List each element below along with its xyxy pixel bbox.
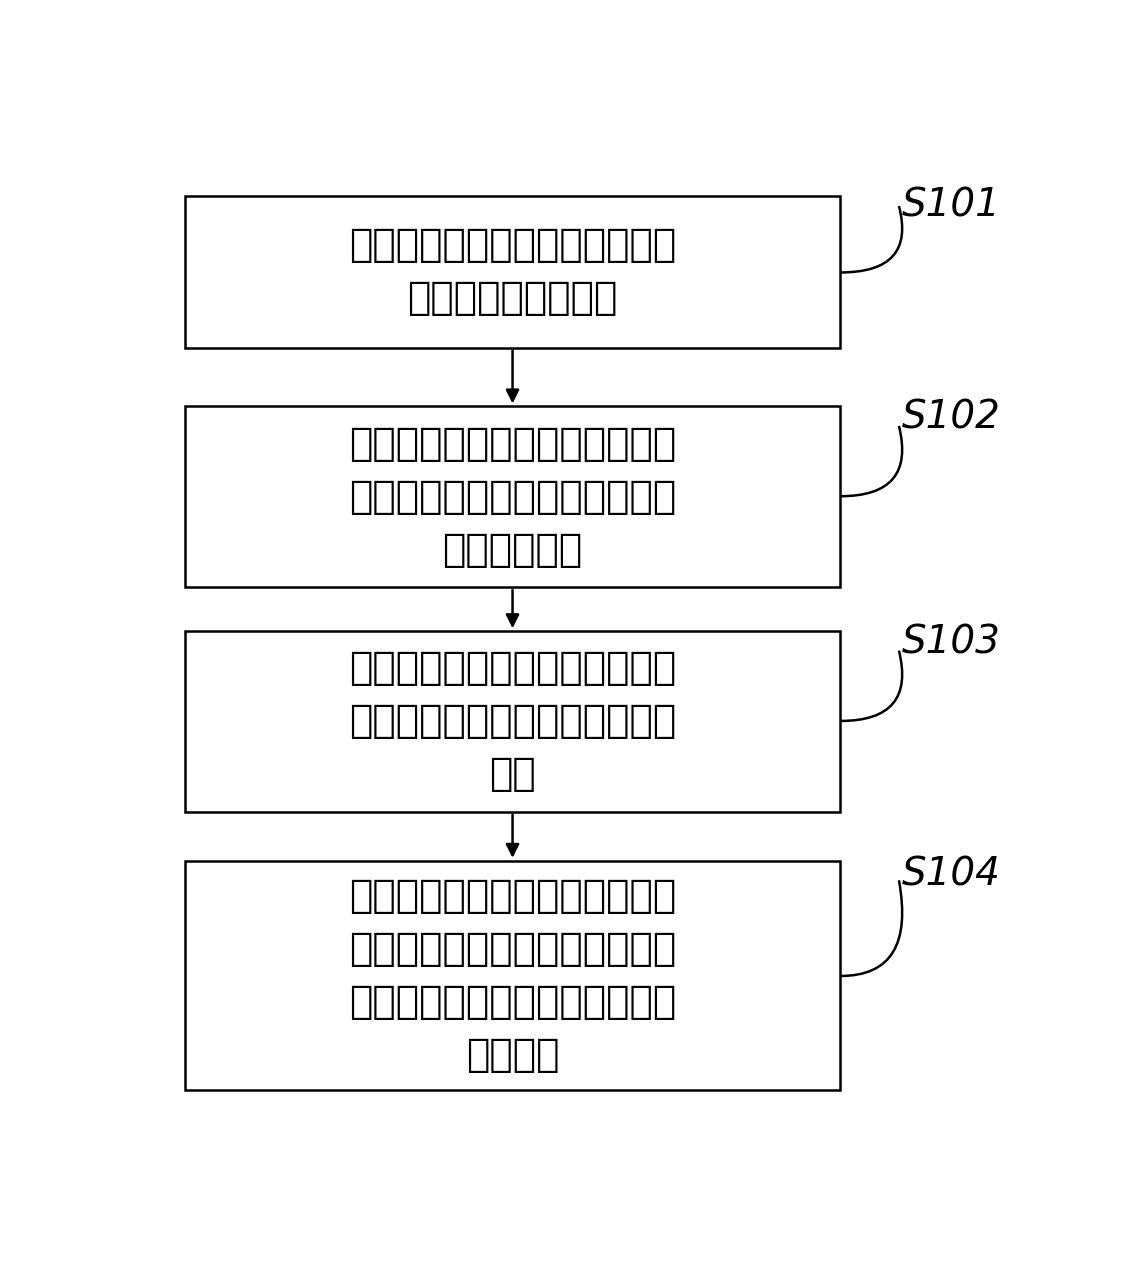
Bar [185,631,840,812]
Text: S103: S103 [901,623,1001,661]
Text: 获取由光学观测系统记录的第一
流星事件的流星数据: 获取由光学观测系统记录的第一 流星事件的流星数据 [349,226,676,317]
Bar [185,406,840,588]
Text: S104: S104 [901,855,1001,893]
Text: 通过比较分别从所述空间位置信
息与所述参考空间位置信息得到
的相位差获得所述雷达系统的相
位差偏差: 通过比较分别从所述空间位置信 息与所述参考空间位置信息得到 的相位差获得所述雷达… [349,877,676,1074]
Text: 获取由雷达系统确定的所述第一
流星事件对应的流星的空间位置
信息: 获取由雷达系统确定的所述第一 流星事件对应的流星的空间位置 信息 [349,650,676,793]
Text: S101: S101 [901,187,1001,225]
Bar [185,860,840,1090]
Text: 根据所述流星数据计算得到所述
第一流星事件对应的流星的参考
空间位置信息: 根据所述流星数据计算得到所述 第一流星事件对应的流星的参考 空间位置信息 [349,425,676,569]
Text: S102: S102 [901,398,1001,437]
Bar [185,197,840,348]
